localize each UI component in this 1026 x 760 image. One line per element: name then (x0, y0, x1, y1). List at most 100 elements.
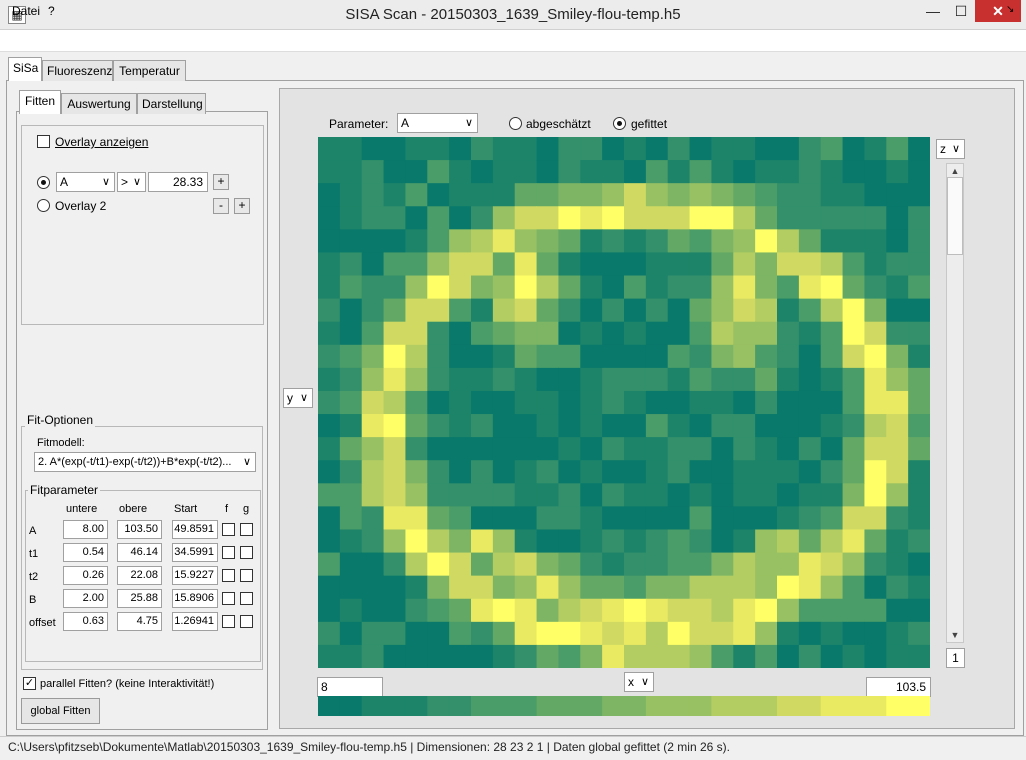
tab-temperatur[interactable]: Temperatur (113, 60, 186, 81)
overlay2-radio[interactable] (37, 199, 50, 212)
scroll-down-icon[interactable]: ▼ (950, 630, 960, 640)
radio-estimated[interactable] (509, 117, 522, 130)
close-button[interactable]: ✕ (975, 0, 1021, 22)
param-global-checkbox[interactable] (240, 523, 253, 536)
overlay1-radio[interactable] (37, 176, 50, 189)
y-axis-select[interactable]: y ∨ (283, 388, 313, 408)
param-global-checkbox[interactable] (240, 615, 253, 628)
param-upper-field[interactable]: 25.88 (117, 589, 162, 608)
parallel-fit-checkbox[interactable]: ✓ (23, 677, 36, 690)
heatmap-cell (471, 321, 494, 346)
range-min-field[interactable]: 8 (317, 677, 383, 697)
heatmap-cell (645, 437, 669, 461)
heatmap-cell (711, 183, 734, 207)
param-lower-field[interactable]: 2.00 (63, 589, 108, 608)
param-start-field[interactable]: 49.8591 (172, 520, 218, 539)
menu-help[interactable]: ? (48, 4, 55, 18)
colorbar-segment (558, 696, 581, 716)
heatmap-cell (558, 644, 581, 668)
menu-datei[interactable]: Datei (12, 4, 41, 18)
heatmap-cell (820, 529, 844, 554)
maximize-button[interactable]: ☐ (954, 3, 968, 19)
param-lower-field[interactable]: 0.63 (63, 612, 108, 631)
heatmap-cell (580, 437, 603, 461)
heatmap-cell (405, 414, 428, 438)
param-fix-checkbox[interactable] (222, 523, 235, 536)
scroll-thumb[interactable] (947, 177, 963, 255)
tab-fluoreszenz[interactable]: Fluoreszenz (42, 60, 113, 81)
param-upper-field[interactable]: 22.08 (117, 566, 162, 585)
heatmap-cell (886, 483, 909, 507)
heatmap-cell (864, 414, 887, 438)
overlay-param-select[interactable]: A ∨ (56, 172, 115, 192)
minimize-button[interactable]: — (926, 3, 940, 19)
heatmap-cell (449, 252, 472, 277)
heatmap-cell (405, 321, 428, 346)
scroll-up-icon[interactable]: ▲ (950, 166, 960, 176)
dock-arrow-icon[interactable]: ↘ (1006, 4, 1015, 15)
parameter-select[interactable]: A ∨ (397, 113, 478, 133)
heatmap-cell (733, 552, 756, 577)
overlay-add-button[interactable]: + (213, 174, 229, 190)
param-lower-field[interactable]: 8.00 (63, 520, 108, 539)
param-fix-checkbox[interactable] (222, 569, 235, 582)
heatmap-cell (361, 206, 385, 230)
heatmap-cell (624, 367, 647, 392)
heatmap-cell (558, 414, 581, 438)
x-axis-select[interactable]: x ∨ (624, 672, 654, 692)
heatmap-cell (449, 206, 472, 230)
heatmap-cell (536, 437, 559, 461)
overlay-operator-select[interactable]: > ∨ (117, 172, 146, 192)
tab-darstellung[interactable]: Darstellung (137, 93, 206, 114)
heatmap-cell (405, 575, 428, 600)
fit-model-select[interactable]: 2. A*(exp(-t/t1)-exp(-t/t2))+B*exp(-t/t2… (34, 452, 256, 472)
heatmap-cell (318, 137, 341, 161)
slice-index-field[interactable]: 1 (946, 648, 965, 668)
param-start-field[interactable]: 1.26941 (172, 612, 218, 631)
param-lower-field[interactable]: 0.26 (63, 566, 108, 585)
overlay2-remove-button[interactable]: - (213, 198, 229, 214)
param-fix-checkbox[interactable] (222, 546, 235, 559)
overlay-threshold-field[interactable]: 28.33 (148, 172, 208, 192)
heatmap-cell (733, 483, 756, 507)
heatmap-cell (886, 137, 909, 161)
param-start-field[interactable]: 15.8906 (172, 589, 218, 608)
tab-sisa[interactable]: SiSa (8, 57, 42, 81)
overlay2-add-button[interactable]: + (234, 198, 250, 214)
radio-fitted[interactable] (613, 117, 626, 130)
param-start-field[interactable]: 15.9227 (172, 566, 218, 585)
heatmap-cell (908, 298, 930, 323)
param-upper-field[interactable]: 103.50 (117, 520, 162, 539)
param-global-checkbox[interactable] (240, 569, 253, 582)
z-axis-select[interactable]: z ∨ (936, 139, 965, 159)
param-global-checkbox[interactable] (240, 546, 253, 559)
param-fix-checkbox[interactable] (222, 615, 235, 628)
global-fit-button[interactable]: global Fitten (21, 698, 100, 724)
heatmap-cell (624, 621, 647, 646)
heatmap-cell (449, 229, 472, 253)
slice-scrollbar[interactable] (946, 163, 964, 643)
range-max-field[interactable]: 103.5 (866, 677, 931, 697)
tab-fitten[interactable]: Fitten (19, 90, 61, 114)
heatmap-cell (755, 414, 778, 438)
colorbar-segment (405, 696, 428, 716)
heatmap-cell (405, 460, 428, 484)
heatmap-cell (558, 483, 581, 507)
param-start-field[interactable]: 34.5991 (172, 543, 218, 562)
param-upper-field[interactable]: 4.75 (117, 612, 162, 631)
heatmap-cell (798, 437, 822, 461)
param-fix-checkbox[interactable] (222, 592, 235, 605)
heatmap-cell (864, 275, 887, 300)
heatmap-plot[interactable] (318, 137, 930, 668)
param-upper-field[interactable]: 46.14 (117, 543, 162, 562)
param-lower-field[interactable]: 0.54 (63, 543, 108, 562)
param-global-checkbox[interactable] (240, 592, 253, 605)
heatmap-cell (842, 344, 865, 369)
title-bar (0, 0, 1026, 30)
heatmap-cell (383, 483, 406, 507)
overlay-checkbox[interactable] (37, 135, 50, 148)
chevron-down-icon: ∨ (242, 456, 251, 468)
colorbar-segment (645, 696, 669, 716)
tab-auswertung[interactable]: Auswertung (61, 93, 137, 114)
heatmap-cell (777, 437, 800, 461)
